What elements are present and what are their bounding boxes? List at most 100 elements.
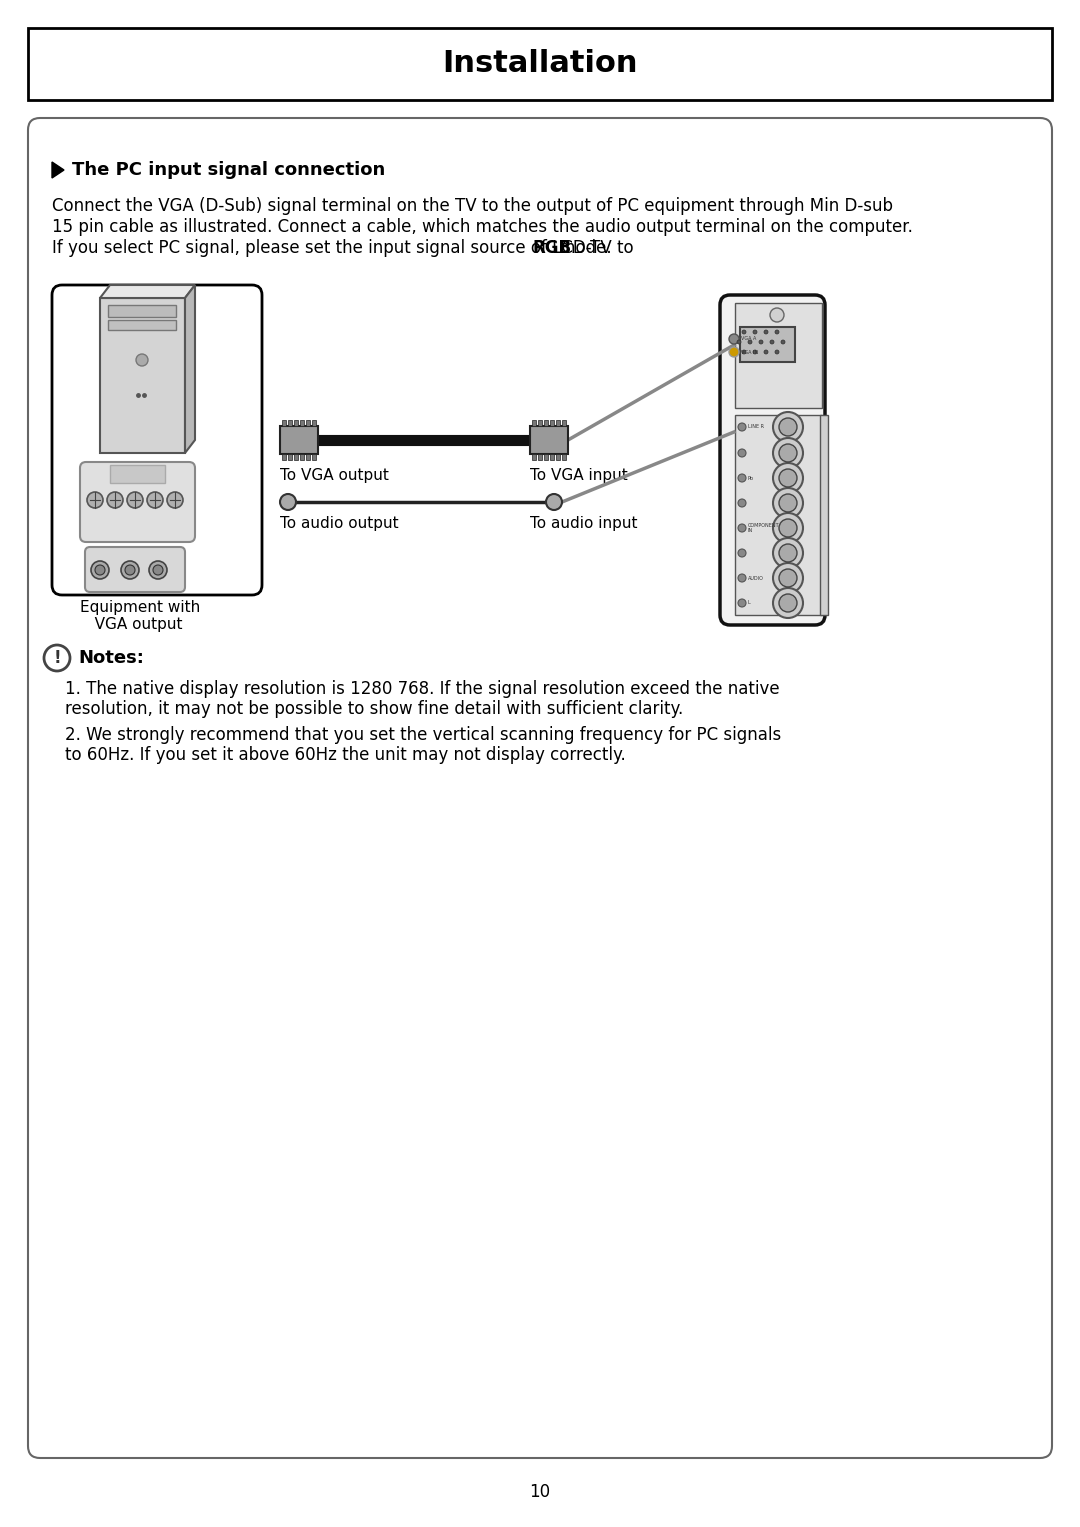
Circle shape <box>107 492 123 508</box>
Circle shape <box>779 444 797 463</box>
Bar <box>544 420 548 426</box>
Text: 15 pin cable as illustrated. Connect a cable, which matches the audio output ter: 15 pin cable as illustrated. Connect a c… <box>52 218 913 237</box>
Bar <box>820 415 828 615</box>
Polygon shape <box>100 286 195 298</box>
Text: RGB: RGB <box>532 240 571 257</box>
Text: Equipment with: Equipment with <box>80 600 200 615</box>
Circle shape <box>742 330 746 334</box>
Circle shape <box>738 574 746 582</box>
Circle shape <box>779 469 797 487</box>
Bar <box>735 415 822 615</box>
Circle shape <box>779 519 797 538</box>
Circle shape <box>738 524 746 531</box>
Bar <box>306 454 310 460</box>
Bar <box>300 454 303 460</box>
FancyBboxPatch shape <box>720 295 825 625</box>
Bar <box>544 454 548 460</box>
Text: Installation: Installation <box>442 49 638 78</box>
FancyBboxPatch shape <box>100 298 185 454</box>
Circle shape <box>44 644 70 670</box>
Bar <box>532 454 536 460</box>
Bar <box>108 305 176 318</box>
Circle shape <box>167 492 183 508</box>
Text: To VGA output: To VGA output <box>280 467 389 483</box>
Text: mode.: mode. <box>554 240 612 257</box>
Circle shape <box>779 418 797 437</box>
Circle shape <box>738 550 746 557</box>
Circle shape <box>773 588 804 618</box>
Bar <box>550 420 554 426</box>
Circle shape <box>136 354 148 366</box>
Circle shape <box>280 495 296 510</box>
Text: 10: 10 <box>529 1483 551 1501</box>
Text: Notes:: Notes: <box>78 649 144 667</box>
Bar <box>556 454 561 460</box>
Circle shape <box>147 492 163 508</box>
Circle shape <box>775 350 779 354</box>
Circle shape <box>779 495 797 512</box>
Circle shape <box>764 330 768 334</box>
Text: To audio output: To audio output <box>280 516 399 531</box>
Text: The PC input signal connection: The PC input signal connection <box>72 160 386 179</box>
Circle shape <box>773 489 804 518</box>
Bar <box>312 420 316 426</box>
Circle shape <box>91 560 109 579</box>
Circle shape <box>779 570 797 586</box>
Text: VGA A: VGA A <box>741 336 756 342</box>
Circle shape <box>738 473 746 483</box>
Circle shape <box>773 438 804 467</box>
Circle shape <box>729 347 739 357</box>
Bar <box>562 420 566 426</box>
Text: to 60Hz. If you set it above 60Hz the unit may not display correctly.: to 60Hz. If you set it above 60Hz the un… <box>65 747 625 764</box>
Circle shape <box>764 350 768 354</box>
Text: !: ! <box>53 649 60 667</box>
Circle shape <box>753 350 757 354</box>
Polygon shape <box>52 162 64 179</box>
Text: 1. The native display resolution is 1280 768. If the signal resolution exceed th: 1. The native display resolution is 1280… <box>65 680 780 698</box>
Circle shape <box>770 341 774 344</box>
Circle shape <box>773 513 804 544</box>
Circle shape <box>149 560 167 579</box>
Text: To VGA input: To VGA input <box>530 467 627 483</box>
Bar <box>562 454 566 460</box>
Text: 2. We strongly recommend that you set the vertical scanning frequency for PC sig: 2. We strongly recommend that you set th… <box>65 725 781 744</box>
Text: COMPONENT
IN: COMPONENT IN <box>748 522 780 533</box>
Text: To audio input: To audio input <box>530 516 637 531</box>
FancyBboxPatch shape <box>28 118 1052 1458</box>
Bar <box>312 454 316 460</box>
Circle shape <box>779 544 797 562</box>
Polygon shape <box>280 426 318 454</box>
Text: If you select PC signal, please set the input signal source of LCD-TV to: If you select PC signal, please set the … <box>52 240 639 257</box>
Circle shape <box>127 492 143 508</box>
Circle shape <box>121 560 139 579</box>
Text: Connect the VGA (D-Sub) signal terminal on the TV to the output of PC equipment : Connect the VGA (D-Sub) signal terminal … <box>52 197 893 215</box>
Bar <box>288 420 292 426</box>
Circle shape <box>737 341 741 344</box>
Circle shape <box>779 594 797 612</box>
Circle shape <box>729 334 739 344</box>
FancyBboxPatch shape <box>80 463 195 542</box>
Text: L: L <box>748 600 751 606</box>
Circle shape <box>773 412 804 441</box>
Bar <box>532 420 536 426</box>
Circle shape <box>773 563 804 592</box>
Bar <box>735 302 822 408</box>
Bar <box>538 454 542 460</box>
Polygon shape <box>185 286 195 454</box>
FancyBboxPatch shape <box>85 547 185 592</box>
Text: VGA IN: VGA IN <box>741 350 758 354</box>
Circle shape <box>738 449 746 457</box>
FancyBboxPatch shape <box>52 286 262 596</box>
Bar <box>740 327 795 362</box>
Bar <box>550 454 554 460</box>
Bar <box>294 454 298 460</box>
Bar <box>538 420 542 426</box>
Circle shape <box>546 495 562 510</box>
Circle shape <box>95 565 105 576</box>
Text: resolution, it may not be possible to show fine detail with sufficient clarity.: resolution, it may not be possible to sh… <box>65 699 684 718</box>
Text: VGA output: VGA output <box>80 617 183 632</box>
Text: LINE R: LINE R <box>748 425 764 429</box>
Circle shape <box>153 565 163 576</box>
Text: Pb: Pb <box>748 475 754 481</box>
Circle shape <box>759 341 762 344</box>
